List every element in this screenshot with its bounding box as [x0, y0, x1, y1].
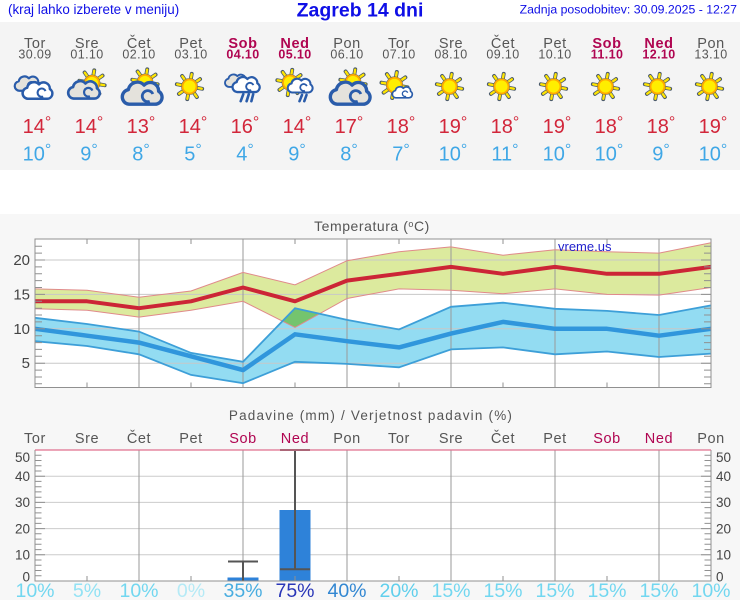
- svg-text:13.10: 13.10: [694, 48, 727, 62]
- svg-text:Tor: Tor: [388, 36, 410, 52]
- svg-text:Sre: Sre: [439, 431, 463, 447]
- svg-text:Zadnja posodobitev: 30.09.2025: Zadnja posodobitev: 30.09.2025 - 12:27: [520, 3, 738, 17]
- svg-text:Ned: Ned: [645, 431, 673, 447]
- svg-text:20: 20: [15, 521, 30, 536]
- svg-text:15: 15: [13, 286, 30, 303]
- svg-text:Pet: Pet: [179, 431, 203, 447]
- svg-text:20: 20: [13, 252, 30, 269]
- svg-text:0%: 0%: [177, 580, 205, 600]
- svg-text:15%: 15%: [483, 580, 522, 600]
- svg-text:Čet: Čet: [127, 430, 151, 447]
- svg-text:10: 10: [716, 548, 731, 563]
- svg-text:Zagreb 14 dni: Zagreb 14 dni: [297, 0, 424, 22]
- svg-text:10%: 10%: [119, 580, 158, 600]
- svg-text:35%: 35%: [223, 580, 262, 600]
- svg-text:30: 30: [15, 495, 30, 510]
- svg-text:Tor: Tor: [388, 431, 410, 447]
- svg-text:Sob: Sob: [593, 431, 621, 447]
- svg-text:(kraj lahko izberete v meniju): (kraj lahko izberete v meniju): [8, 2, 179, 17]
- svg-text:05.10: 05.10: [278, 48, 311, 62]
- svg-text:Sob: Sob: [592, 36, 621, 52]
- svg-text:Pon: Pon: [333, 431, 361, 447]
- svg-text:10%: 10%: [691, 580, 730, 600]
- svg-text:Pet: Pet: [543, 431, 567, 447]
- svg-text:50: 50: [15, 450, 30, 465]
- svg-text:Tor: Tor: [24, 36, 46, 52]
- svg-text:10: 10: [13, 321, 30, 338]
- svg-text:Čet: Čet: [491, 35, 515, 52]
- svg-text:15%: 15%: [587, 580, 626, 600]
- svg-text:10%: 10%: [15, 580, 54, 600]
- svg-text:50: 50: [716, 450, 731, 465]
- svg-text:Ned: Ned: [644, 36, 673, 52]
- svg-text:01.10: 01.10: [70, 48, 103, 62]
- svg-text:0: 0: [716, 570, 724, 585]
- svg-text:03.10: 03.10: [174, 48, 207, 62]
- svg-text:Sre: Sre: [439, 36, 463, 52]
- svg-text:12.10: 12.10: [642, 48, 675, 62]
- svg-text:vreme.us: vreme.us: [558, 239, 612, 254]
- svg-text:20%: 20%: [379, 580, 418, 600]
- svg-text:07.10: 07.10: [382, 48, 415, 62]
- svg-text:15%: 15%: [535, 580, 574, 600]
- svg-text:40: 40: [15, 469, 30, 484]
- svg-text:15%: 15%: [431, 580, 470, 600]
- svg-text:40: 40: [716, 469, 731, 484]
- svg-text:Tor: Tor: [24, 431, 46, 447]
- svg-text:02.10: 02.10: [122, 48, 155, 62]
- svg-text:5%: 5%: [73, 580, 101, 600]
- svg-text:Pet: Pet: [179, 36, 203, 52]
- svg-text:Čet: Čet: [491, 430, 515, 447]
- svg-text:Ned: Ned: [280, 36, 309, 52]
- svg-text:Pon: Pon: [697, 431, 725, 447]
- svg-text:11.10: 11.10: [591, 48, 624, 62]
- svg-text:Sre: Sre: [75, 431, 99, 447]
- svg-text:08.10: 08.10: [434, 48, 467, 62]
- svg-text:5: 5: [22, 355, 30, 372]
- svg-text:Padavine (mm) / Verjetnost pad: Padavine (mm) / Verjetnost padavin (%): [229, 408, 513, 423]
- svg-text:Sob: Sob: [228, 36, 257, 52]
- svg-text:Sre: Sre: [75, 36, 99, 52]
- svg-text:10: 10: [15, 548, 30, 563]
- svg-text:Ned: Ned: [281, 431, 309, 447]
- svg-text:Sob: Sob: [229, 431, 257, 447]
- svg-text:30.09: 30.09: [18, 48, 51, 62]
- svg-text:15%: 15%: [639, 580, 678, 600]
- svg-text:Pet: Pet: [543, 36, 567, 52]
- svg-text:04.10: 04.10: [226, 48, 259, 62]
- svg-text:20: 20: [716, 521, 731, 536]
- svg-text:Temperatura (oC): Temperatura (oC): [314, 218, 430, 234]
- svg-text:09.10: 09.10: [486, 48, 519, 62]
- svg-text:0: 0: [22, 570, 30, 585]
- svg-text:Čet: Čet: [127, 35, 151, 52]
- svg-text:10.10: 10.10: [538, 48, 571, 62]
- svg-text:40%: 40%: [327, 580, 366, 600]
- svg-text:Pon: Pon: [697, 36, 725, 52]
- svg-text:75%: 75%: [275, 580, 314, 600]
- svg-text:Pon: Pon: [333, 36, 361, 52]
- svg-text:17°: 17°: [335, 114, 364, 138]
- svg-text:06.10: 06.10: [330, 48, 363, 62]
- svg-text:30: 30: [716, 495, 731, 510]
